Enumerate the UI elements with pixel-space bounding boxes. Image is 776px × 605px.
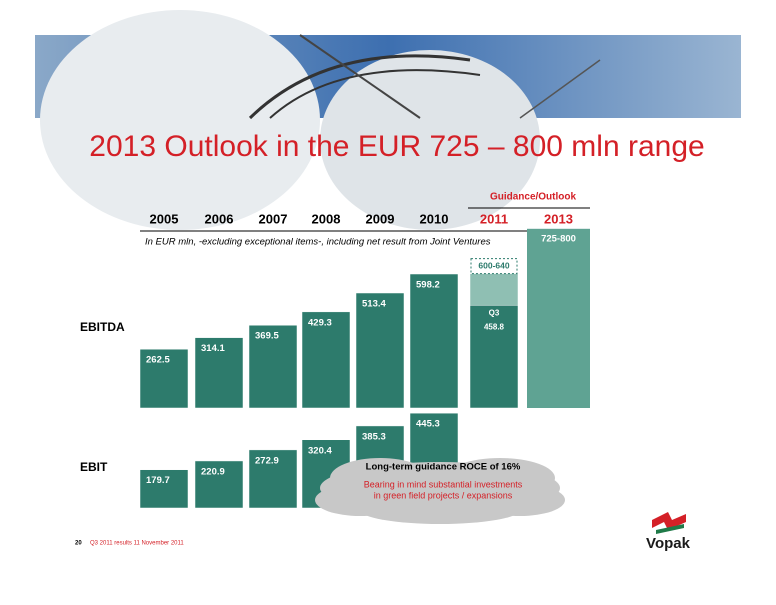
value-label: 262.5: [146, 355, 170, 366]
guidance-label: Guidance/Outlook: [490, 192, 577, 203]
guidance-range-label: 725-800: [541, 233, 576, 244]
note-line: in green field projects / expansions: [374, 490, 513, 500]
year-label: 2008: [312, 211, 341, 226]
bar: [139, 348, 189, 409]
partial-label: Q3: [489, 308, 500, 317]
note-line: Bearing in mind substantial investments: [364, 479, 523, 489]
value-label: 513.4: [362, 299, 386, 310]
year-label: 2013: [544, 211, 573, 226]
bar: [248, 324, 298, 409]
chart-subtitle: In EUR mln, -excluding exceptional items…: [145, 237, 491, 248]
value-label: 179.7: [146, 475, 170, 486]
year-label: 2007: [259, 211, 288, 226]
year-label: 2009: [366, 211, 395, 226]
value-label: 429.3: [308, 317, 332, 328]
logo-text: Vopak: [646, 535, 691, 552]
guidance-range: [470, 258, 518, 275]
value-label: 385.3: [362, 431, 386, 442]
value-label: 320.4: [308, 445, 332, 456]
guidance-range-label: 600-640: [478, 260, 509, 270]
row-label: EBIT: [80, 460, 108, 474]
year-label: 2010: [420, 211, 449, 226]
row-label: EBITDA: [80, 320, 125, 334]
guidance-fill: [469, 273, 519, 306]
value-label: 369.5: [255, 331, 279, 342]
bar: [355, 292, 405, 409]
bar: [248, 449, 298, 509]
bar: [194, 337, 244, 409]
value-label: 220.9: [201, 466, 225, 477]
value-label: 445.3: [416, 419, 440, 430]
banner-photo: [35, 10, 741, 230]
bar: [301, 311, 351, 409]
bar: [409, 273, 459, 409]
note-cloud: [315, 458, 565, 524]
value-label: 314.1: [201, 343, 225, 354]
page-number: 20: [75, 541, 82, 547]
year-label: 2005: [150, 211, 179, 226]
value-label: 598.2: [416, 280, 440, 291]
slide-title: 2013 Outlook in the EUR 725 – 800 mln ra…: [89, 130, 704, 163]
bar: [194, 460, 244, 509]
bar: [469, 304, 519, 409]
value-label: 458.8: [484, 322, 505, 331]
note-heading: Long-term guidance ROCE of 16%: [366, 462, 521, 473]
year-label: 2011: [480, 211, 508, 226]
guidance-bar: [527, 228, 590, 408]
footer-text: Q3 2011 results 11 November 2011: [90, 541, 184, 547]
bar: [139, 469, 189, 509]
value-label: 272.9: [255, 455, 279, 466]
year-label: 2006: [205, 211, 234, 226]
logo-icon: [652, 512, 686, 534]
